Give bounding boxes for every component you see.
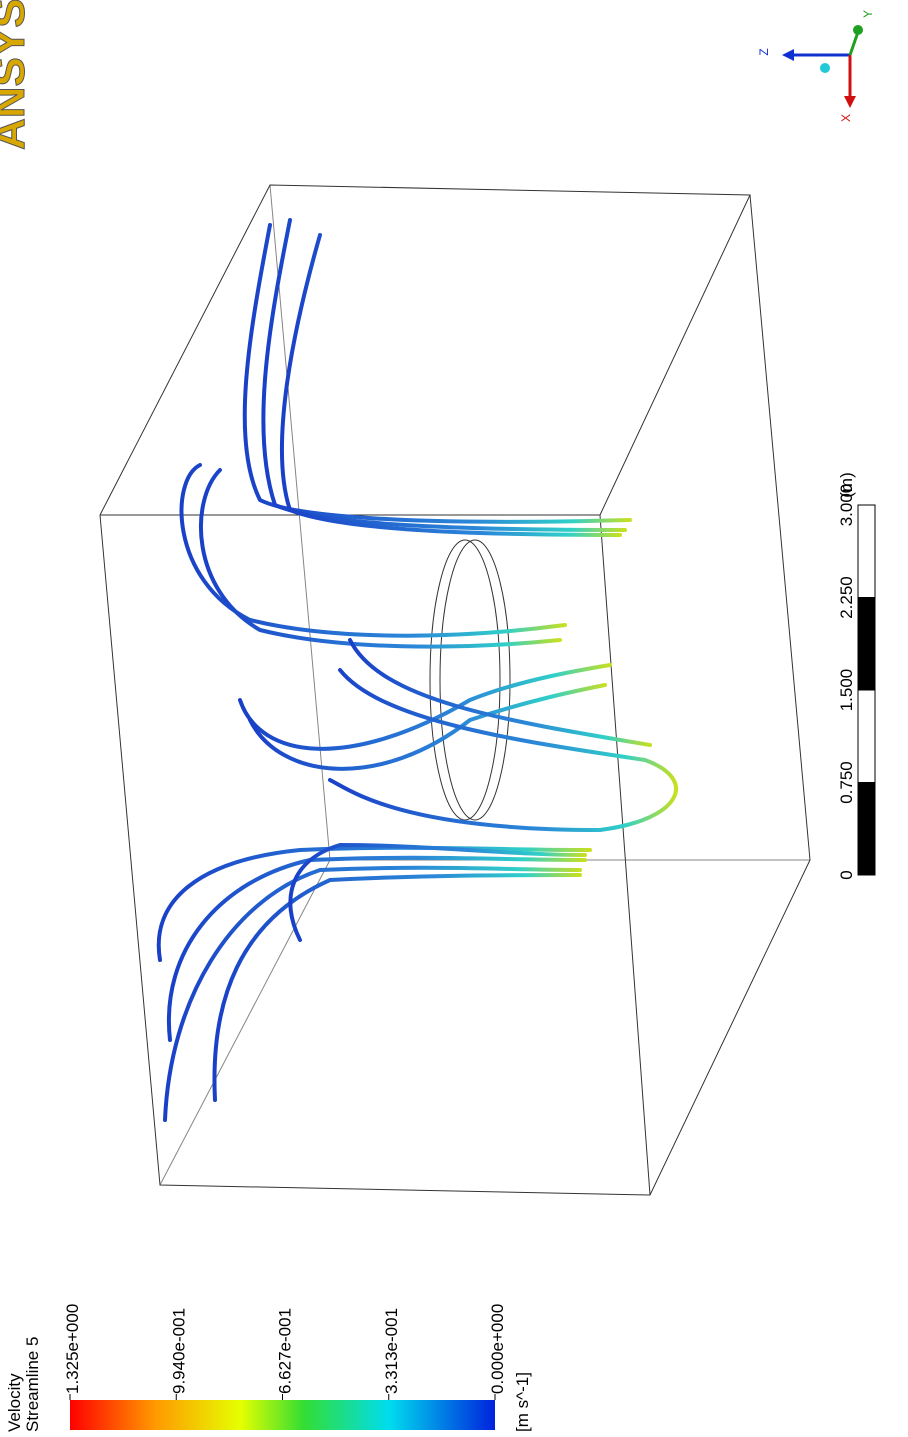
scale-label: 1.500 [837, 669, 856, 712]
y-label: Y [861, 10, 875, 18]
streamlines [156, 218, 678, 1122]
scale-segment [857, 689, 876, 783]
scale-bar: 0 0.750 1.500 2.250 3.000(m) [837, 472, 876, 880]
scale-label: 0 [837, 870, 856, 879]
color-bar [70, 1400, 495, 1430]
legend-unit: [m s^-1] [513, 1372, 532, 1432]
scale-segment [857, 504, 876, 598]
legend-labels: 1.325e+000 9.940e-001 6.627e-001 3.313e-001… [63, 1304, 507, 1400]
logo: ANSYS [0, 0, 34, 150]
scale-segment [857, 597, 876, 691]
scale-label: 3.000 [837, 484, 856, 527]
scale-label: 0.750 [837, 761, 856, 804]
x-label: X [839, 114, 853, 122]
scale-label: 2.250 [837, 576, 856, 619]
scale-unit: (m) [837, 472, 856, 497]
legend-label: 1.325e+000 [63, 1304, 82, 1394]
axis-triad: Z X Y [757, 10, 875, 122]
legend-title: Velocity [5, 1373, 24, 1432]
legend-label: 6.627e-001 [276, 1308, 295, 1394]
domain-box [99, 184, 811, 1196]
scale-segment [857, 782, 876, 876]
z-label: Z [757, 48, 771, 55]
legend-label: 0.000e+000 [488, 1304, 507, 1394]
legend-subtitle: Streamline 5 [23, 1337, 42, 1432]
legend-label: 9.940e-001 [169, 1308, 188, 1394]
legend-label: 3.313e-001 [382, 1308, 401, 1394]
